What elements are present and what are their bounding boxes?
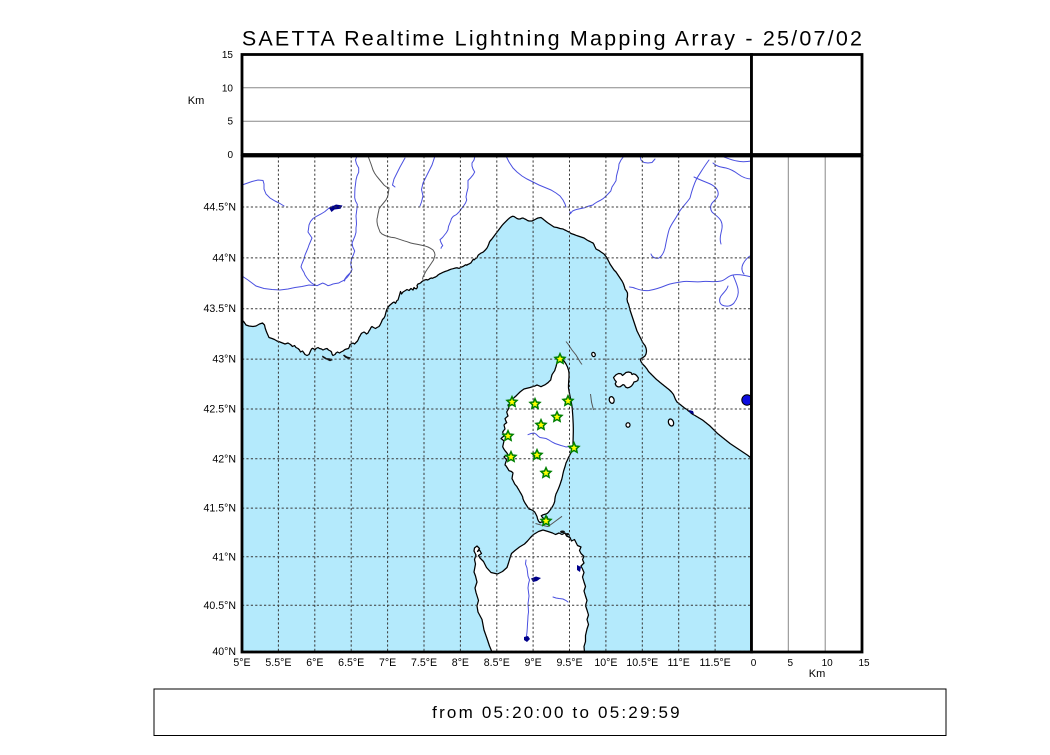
svg-text:7.5°E: 7.5°E [411,657,437,669]
svg-text:10.5°E: 10.5°E [626,657,658,669]
svg-text:6°E: 6°E [306,657,323,669]
svg-text:10°E: 10°E [594,657,617,669]
svg-text:43.5°N: 43.5°N [203,303,236,315]
svg-text:40.5°N: 40.5°N [203,600,236,612]
svg-text:40°N: 40°N [212,646,236,658]
svg-text:11.5°E: 11.5°E [700,657,731,669]
svg-text:Km: Km [809,668,826,680]
svg-text:7°E: 7°E [379,657,396,669]
svg-text:10: 10 [222,83,234,94]
svg-text:42.5°N: 42.5°N [203,404,236,416]
svg-text:44°N: 44°N [212,252,236,264]
svg-text:5.5°E: 5.5°E [265,657,291,669]
svg-text:44.5°N: 44.5°N [203,202,236,214]
svg-text:11°E: 11°E [668,657,690,669]
svg-text:from 05:20:00 to 05:29:59: from 05:20:00 to 05:29:59 [432,703,682,722]
svg-text:9.5°E: 9.5°E [556,657,582,669]
svg-text:8°E: 8°E [452,657,469,669]
svg-text:SAETTA Realtime Lightning Mapp: SAETTA Realtime Lightning Mapping Array … [242,27,864,51]
svg-text:8.5°E: 8.5°E [484,657,510,669]
svg-text:Km: Km [188,95,205,107]
svg-text:41.5°N: 41.5°N [203,503,236,515]
svg-text:15: 15 [858,658,870,669]
svg-text:15: 15 [222,50,234,61]
svg-text:6.5°E: 6.5°E [338,657,364,669]
svg-text:10: 10 [822,658,834,669]
svg-text:41°N: 41°N [212,551,236,563]
svg-text:9°E: 9°E [524,657,541,669]
svg-text:43°N: 43°N [212,354,236,366]
svg-text:0: 0 [751,658,757,669]
svg-text:5°E: 5°E [233,657,250,669]
svg-text:42°N: 42°N [212,453,236,465]
svg-text:5: 5 [227,117,233,128]
svg-text:0: 0 [227,150,233,161]
svg-text:5: 5 [788,658,794,669]
